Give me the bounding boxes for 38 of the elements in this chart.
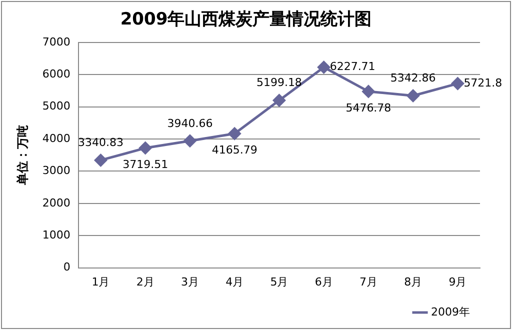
y-tick-label: 1000 [42, 228, 70, 242]
y-axis-title: 单位：万吨 [15, 125, 30, 186]
y-tick-label: 7000 [42, 35, 70, 48]
y-tick-label: 5000 [42, 100, 70, 113]
data-label: 5476.78 [346, 101, 392, 114]
data-label: 5199.18 [256, 76, 302, 90]
x-tick-label: 3月 [180, 275, 199, 288]
x-tick-label: 5月 [270, 275, 288, 288]
data-label: 4165.79 [212, 144, 258, 157]
x-tick-label: 9月 [448, 275, 467, 288]
point [406, 90, 420, 102]
y-tick-label: 2000 [42, 196, 70, 210]
y-tick-label: 0 [63, 260, 70, 274]
y-tick-label: 6000 [42, 67, 70, 80]
chart-title: 2009年山西煤炭产量情况统计图 [120, 10, 372, 30]
y-tick-label: 3000 [42, 164, 70, 178]
legend-label: 2009年 [431, 305, 470, 318]
data-label: 3719.51 [122, 158, 168, 171]
x-tick-label: 1月 [92, 275, 110, 288]
x-tick-label: 8月 [404, 275, 422, 288]
data-label: 5342.86 [390, 72, 436, 85]
data-label: 6227.71 [330, 60, 376, 74]
point [318, 61, 330, 74]
point [272, 94, 286, 107]
point [362, 85, 375, 98]
point [184, 134, 196, 148]
data-label: 5721.8 [464, 76, 502, 90]
x-tick-label: 4月 [226, 275, 244, 288]
data-label: 3940.66 [167, 116, 213, 130]
point [94, 154, 107, 166]
point [139, 142, 152, 154]
data-label: 3340.83 [78, 136, 124, 150]
point [451, 77, 464, 90]
x-tick-label: 2月 [136, 275, 154, 288]
x-tick-label: 6月 [314, 275, 333, 288]
y-tick-label: 4000 [42, 132, 70, 145]
x-tick-label: 7月 [359, 275, 378, 288]
point [228, 127, 241, 140]
